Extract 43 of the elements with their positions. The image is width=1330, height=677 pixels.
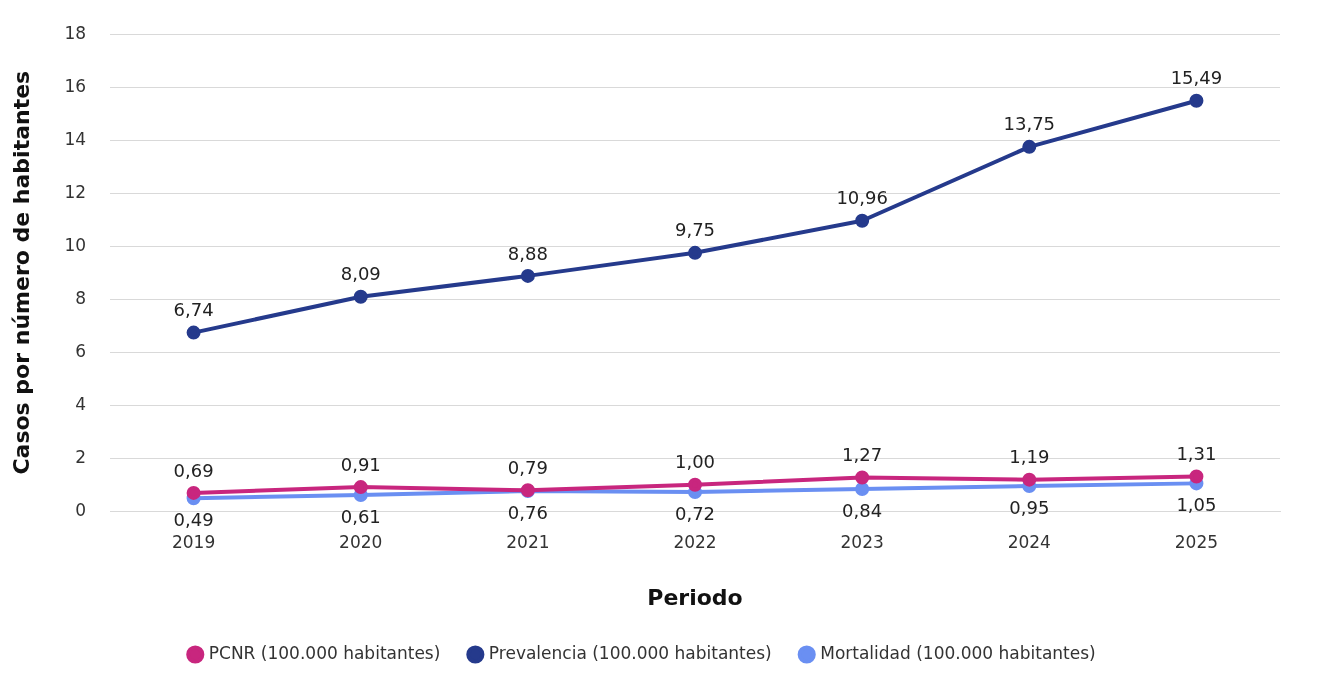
y-tick-label: 18 <box>64 22 87 43</box>
data-label: 0,95 <box>1009 496 1050 518</box>
data-label: 0,72 <box>674 502 716 524</box>
y-tick-label: 0 <box>75 499 87 520</box>
data-label: 15,49 <box>1170 67 1223 89</box>
y-tick-label: 6 <box>75 340 87 361</box>
data-label: 8,88 <box>507 242 548 264</box>
y-tick-label: 10 <box>64 234 87 255</box>
data-label: 1,19 <box>1009 446 1050 468</box>
data-label: 13,75 <box>1003 113 1056 135</box>
x-tick-label: 2022 <box>673 531 717 552</box>
x-tick-label: 2024 <box>1007 531 1051 552</box>
data-label: 0,69 <box>173 459 214 481</box>
data-label: 1,27 <box>842 444 883 466</box>
legend-label: PCNR (100.000 habitantes) <box>208 642 441 663</box>
x-tick-label: 2019 <box>171 531 216 552</box>
y-tick-label: 14 <box>64 128 87 149</box>
y-tick-label: 12 <box>64 181 87 202</box>
y-tick-label: 2 <box>75 446 87 467</box>
x-tick-label: 2025 <box>1174 531 1219 552</box>
data-label: 8,09 <box>340 263 381 285</box>
x-tick-label: 2020 <box>339 531 383 552</box>
data-label: 0,61 <box>340 505 381 527</box>
y-axis-title: Casos por número de habitantes <box>8 70 34 475</box>
data-label: 0,91 <box>340 453 381 475</box>
data-label: 6,74 <box>173 299 214 321</box>
data-label: 0,79 <box>507 456 548 478</box>
data-label: 0,49 <box>173 508 214 530</box>
legend-label: Mortalidad (100.000 habitantes) <box>820 642 1096 663</box>
x-axis-title: Periodo <box>647 584 743 610</box>
legend-label: Prevalencia (100.000 habitantes) <box>488 642 772 663</box>
data-label: 1,05 <box>1176 494 1217 516</box>
y-tick-label: 4 <box>75 393 87 414</box>
y-tick-label: 8 <box>75 287 87 308</box>
data-label: 1,00 <box>674 451 716 473</box>
data-label: 9,75 <box>674 219 716 241</box>
y-tick-label: 16 <box>64 75 87 96</box>
data-label: 0,84 <box>842 499 883 521</box>
data-label: 1,31 <box>1176 443 1217 465</box>
x-tick-label: 2021 <box>506 531 550 552</box>
x-tick-label: 2023 <box>840 531 884 552</box>
data-label: 0,76 <box>507 501 548 523</box>
data-label: 10,96 <box>836 187 888 209</box>
